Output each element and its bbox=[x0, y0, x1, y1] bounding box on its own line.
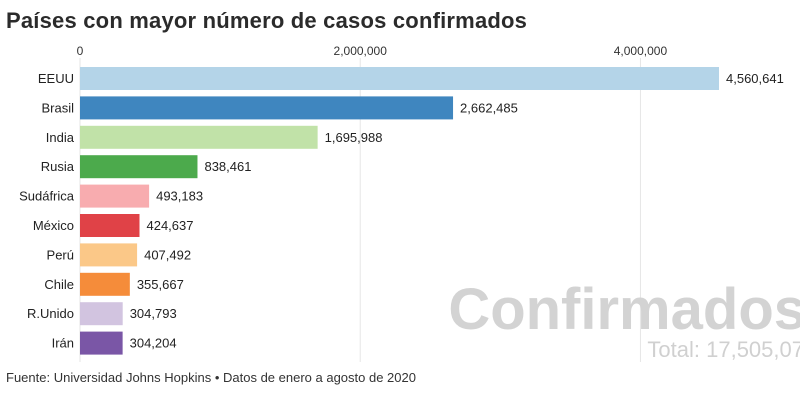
bars bbox=[80, 67, 719, 355]
x-tick-label: 2,000,000 bbox=[334, 44, 388, 58]
category-label: México bbox=[33, 218, 74, 233]
value-label: 407,492 bbox=[144, 247, 191, 262]
category-labels: EEUU Brasil India Rusia Sudáfrica México Perú C… bbox=[19, 71, 75, 351]
value-label: 838,461 bbox=[204, 159, 251, 174]
bar bbox=[80, 272, 130, 296]
category-label: Brasil bbox=[41, 100, 74, 115]
category-label: EEUU bbox=[38, 71, 74, 86]
value-label: 304,204 bbox=[130, 336, 177, 351]
watermark-total: Total: 17,505,07 bbox=[647, 337, 800, 362]
value-labels: 4,560,641 2,662,485 1,695,988 838,461493,18… bbox=[130, 71, 784, 351]
category-label: Irán bbox=[52, 336, 74, 351]
value-label: 304,793 bbox=[130, 306, 177, 321]
category-label: India bbox=[46, 130, 75, 145]
value-label: 424,637 bbox=[146, 218, 193, 233]
bar bbox=[80, 96, 454, 120]
category-label: Perú bbox=[47, 247, 74, 262]
value-label: 2,662,485 bbox=[460, 100, 518, 115]
bar bbox=[80, 302, 123, 326]
bar bbox=[80, 214, 140, 237]
x-tick-label: 0 bbox=[77, 44, 84, 58]
bar bbox=[80, 184, 150, 208]
value-label: 1,695,988 bbox=[325, 130, 383, 145]
value-label: 4,560,641 bbox=[726, 71, 784, 86]
bar bbox=[80, 67, 719, 90]
category-label: Chile bbox=[44, 277, 74, 292]
bar bbox=[80, 331, 123, 355]
value-label: 493,183 bbox=[156, 189, 203, 204]
x-tick-label: 4,000,000 bbox=[614, 44, 668, 58]
source-note: Fuente: Universidad Johns Hopkins • Dato… bbox=[6, 370, 416, 385]
watermark-label: Confirmados bbox=[448, 277, 800, 342]
bar bbox=[80, 243, 138, 267]
chart-title: Países con mayor número de casos confirm… bbox=[6, 8, 528, 33]
category-label: Sudáfrica bbox=[19, 189, 75, 204]
bar bbox=[80, 155, 198, 179]
bar bbox=[80, 125, 318, 149]
value-label: 355,667 bbox=[137, 277, 184, 292]
category-label: R.Unido bbox=[27, 306, 74, 321]
category-label: Rusia bbox=[41, 159, 75, 174]
x-axis-ticks: 0 2,000,000 4,000,000 bbox=[77, 44, 668, 58]
